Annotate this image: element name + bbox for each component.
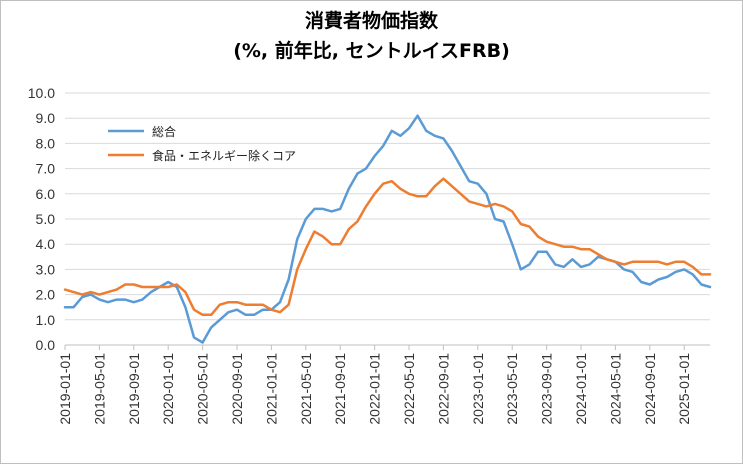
x-tick-label: 2023-01-01 [470, 353, 486, 425]
series-lines [63, 114, 712, 344]
x-tick-label: 2020-09-01 [229, 353, 245, 425]
y-tick-label: 2.0 [36, 287, 56, 303]
x-tick-label: 2022-05-01 [401, 353, 417, 425]
x-tick-label: 2021-01-01 [263, 353, 279, 425]
y-tick-label: 3.0 [36, 261, 56, 277]
x-tick-label: 2020-05-01 [195, 353, 211, 425]
x-tick-label: 2019-05-01 [91, 353, 107, 425]
x-tick-label: 2020-01-01 [160, 353, 176, 425]
x-tick-label: 2024-09-01 [642, 353, 658, 425]
gridlines [65, 92, 710, 346]
y-tick-label: 7.0 [36, 161, 56, 177]
y-tick-label: 4.0 [36, 236, 56, 252]
legend-label: 食品・エネルギー除くコア [152, 148, 296, 163]
y-axis: 0.0 1.0 2.0 3.0 4.0 5.0 6.0 7.0 8.0 9.0 10.0 [28, 85, 55, 353]
x-tick-label: 2022-09-01 [435, 353, 451, 425]
y-tick-label: 8.0 [36, 135, 56, 151]
x-tick-label: 2024-05-01 [607, 353, 623, 425]
legend-label: 総合 [152, 124, 176, 139]
x-axis: 2019-01-01 2019-05-01 2019-09-01 2020-01-01… [57, 345, 692, 425]
x-tick-label: 2021-09-01 [332, 353, 348, 425]
series-line [63, 177, 712, 317]
x-tick-label: 2024-01-01 [573, 353, 589, 425]
x-tick-label: 2021-05-01 [298, 353, 314, 425]
x-tick-label: 2023-09-01 [539, 353, 555, 425]
x-tick-label: 2022-01-01 [367, 353, 383, 425]
y-tick-label: 5.0 [36, 211, 56, 227]
x-tick-label: 2023-05-01 [504, 353, 520, 425]
y-tick-label: 1.0 [36, 312, 56, 328]
x-tick-label: 2019-01-01 [57, 353, 73, 425]
y-tick-label: 0.0 [36, 337, 56, 353]
chart-subtitle: (%, 前年比, セントルイスFRB) [233, 40, 510, 62]
chart-title: 消費者物価指数 [304, 10, 438, 32]
x-tick-label: 2025-01-01 [676, 353, 692, 425]
y-tick-label: 10.0 [28, 85, 55, 101]
y-tick-label: 6.0 [36, 186, 56, 202]
x-tick-label: 2019-09-01 [126, 353, 142, 425]
y-tick-label: 9.0 [36, 110, 56, 126]
